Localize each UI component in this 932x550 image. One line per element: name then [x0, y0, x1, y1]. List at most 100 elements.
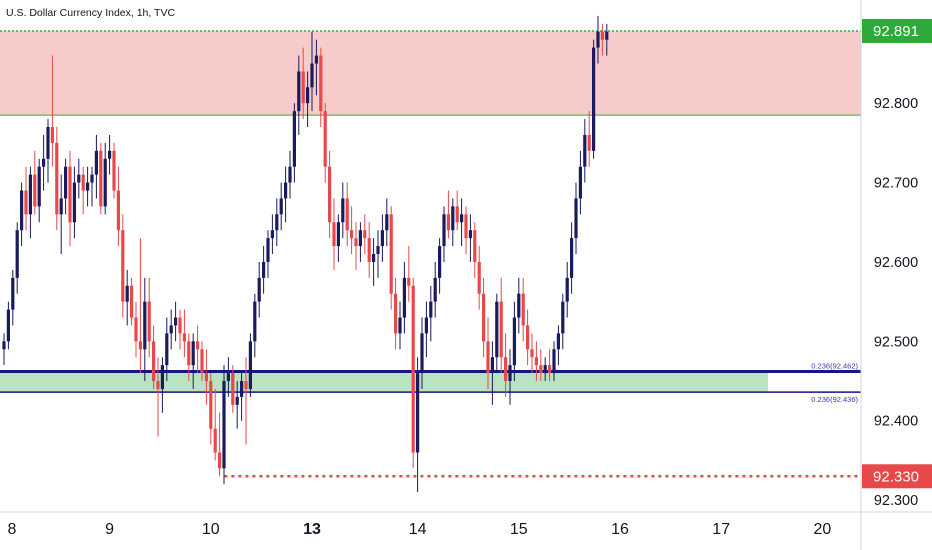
candle-body	[187, 341, 191, 366]
candle-body	[112, 150, 116, 191]
candles-layer	[2, 15, 609, 493]
candle-body	[165, 333, 169, 366]
zones-layer	[0, 30, 861, 393]
candle-body	[477, 261, 481, 294]
price-label-box	[862, 18, 932, 43]
candle-body	[539, 365, 543, 374]
y-tick-label: 92.500	[874, 334, 918, 350]
y-tick-label: 92.600	[874, 255, 918, 271]
candle-body	[134, 317, 138, 342]
candle-body	[504, 357, 508, 382]
candle-body	[24, 190, 28, 215]
candle-body	[33, 174, 37, 207]
candle-body	[526, 325, 530, 350]
candle-body	[86, 182, 90, 191]
y-tick-label: 92.300	[874, 493, 918, 509]
candle-body	[59, 198, 63, 215]
candle-body	[191, 341, 195, 366]
candle-body	[169, 325, 173, 334]
candle-body	[336, 222, 340, 247]
candle-body	[213, 428, 217, 453]
candle-body	[552, 349, 556, 374]
candle-body	[517, 293, 521, 318]
candle-body	[46, 127, 50, 159]
candle-body	[231, 373, 235, 405]
x-tick-label: 10	[202, 521, 220, 538]
candle-body	[116, 190, 120, 231]
candle-body	[442, 214, 446, 247]
candle-body	[266, 238, 270, 262]
candle-body	[512, 317, 516, 366]
candle-body	[468, 230, 472, 239]
x-tick-label: 14	[409, 521, 427, 538]
chart-title: U.S. Dollar Currency Index, 1h, TVC	[6, 7, 176, 19]
price-label: 92.330	[873, 468, 919, 485]
candle-body	[72, 182, 76, 223]
candle-body	[50, 127, 54, 143]
x-tick-label: 15	[510, 521, 528, 538]
candle-body	[310, 63, 314, 88]
candle-body	[587, 134, 591, 151]
candle-body	[372, 254, 376, 262]
candle-body	[138, 341, 142, 350]
candle-body	[288, 166, 292, 183]
candle-body	[592, 47, 596, 151]
candle-body	[270, 230, 274, 239]
candle-body	[570, 238, 574, 278]
candle-body	[464, 214, 468, 239]
candle-body	[424, 317, 428, 334]
candle-body	[499, 301, 503, 358]
price-label: 92.891	[873, 23, 919, 40]
candle-body	[42, 158, 46, 167]
candle-body	[380, 230, 384, 247]
candle-body	[495, 301, 499, 358]
candle-body	[521, 293, 525, 326]
candle-body	[240, 381, 244, 397]
candle-body	[548, 365, 552, 374]
candle-body	[235, 396, 239, 405]
candle-body	[125, 285, 129, 302]
candle-body	[530, 349, 534, 358]
candle-body	[103, 158, 107, 207]
x-tick-label: 8	[8, 521, 17, 538]
candle-body	[253, 301, 257, 342]
price-label-box	[862, 464, 932, 489]
candle-body	[28, 174, 32, 215]
candle-body	[6, 309, 10, 342]
candle-body	[284, 182, 288, 199]
candle-body	[279, 198, 283, 215]
x-tick-label: 9	[105, 521, 114, 538]
y-tick-label: 92.700	[874, 176, 918, 192]
candle-body	[99, 150, 103, 207]
candle-body	[297, 71, 301, 112]
candle-body	[90, 174, 94, 183]
candle-body	[358, 230, 362, 247]
candle-body	[130, 285, 134, 318]
candle-body	[160, 365, 164, 389]
support-zone	[0, 371, 768, 393]
candle-body	[429, 301, 433, 318]
candle-body	[543, 365, 547, 374]
candle-body	[600, 31, 604, 40]
candle-body	[94, 150, 98, 175]
candle-body	[389, 214, 393, 294]
fib-level-label: 0.236(92.462)	[811, 361, 858, 370]
candle-body	[15, 230, 19, 278]
candle-body	[455, 206, 459, 223]
candle-body	[420, 333, 424, 374]
candle-body	[55, 142, 59, 215]
candle-body	[574, 198, 578, 239]
candle-body	[328, 166, 332, 223]
candle-body	[218, 452, 222, 469]
candle-body	[11, 277, 15, 310]
candle-body	[248, 341, 252, 389]
candle-body	[156, 381, 160, 389]
candle-body	[147, 301, 151, 342]
x-tick-label: 20	[814, 521, 832, 538]
candle-body	[376, 246, 380, 255]
candle-body	[222, 381, 226, 469]
candle-body	[200, 349, 204, 374]
candle-body	[275, 214, 279, 231]
